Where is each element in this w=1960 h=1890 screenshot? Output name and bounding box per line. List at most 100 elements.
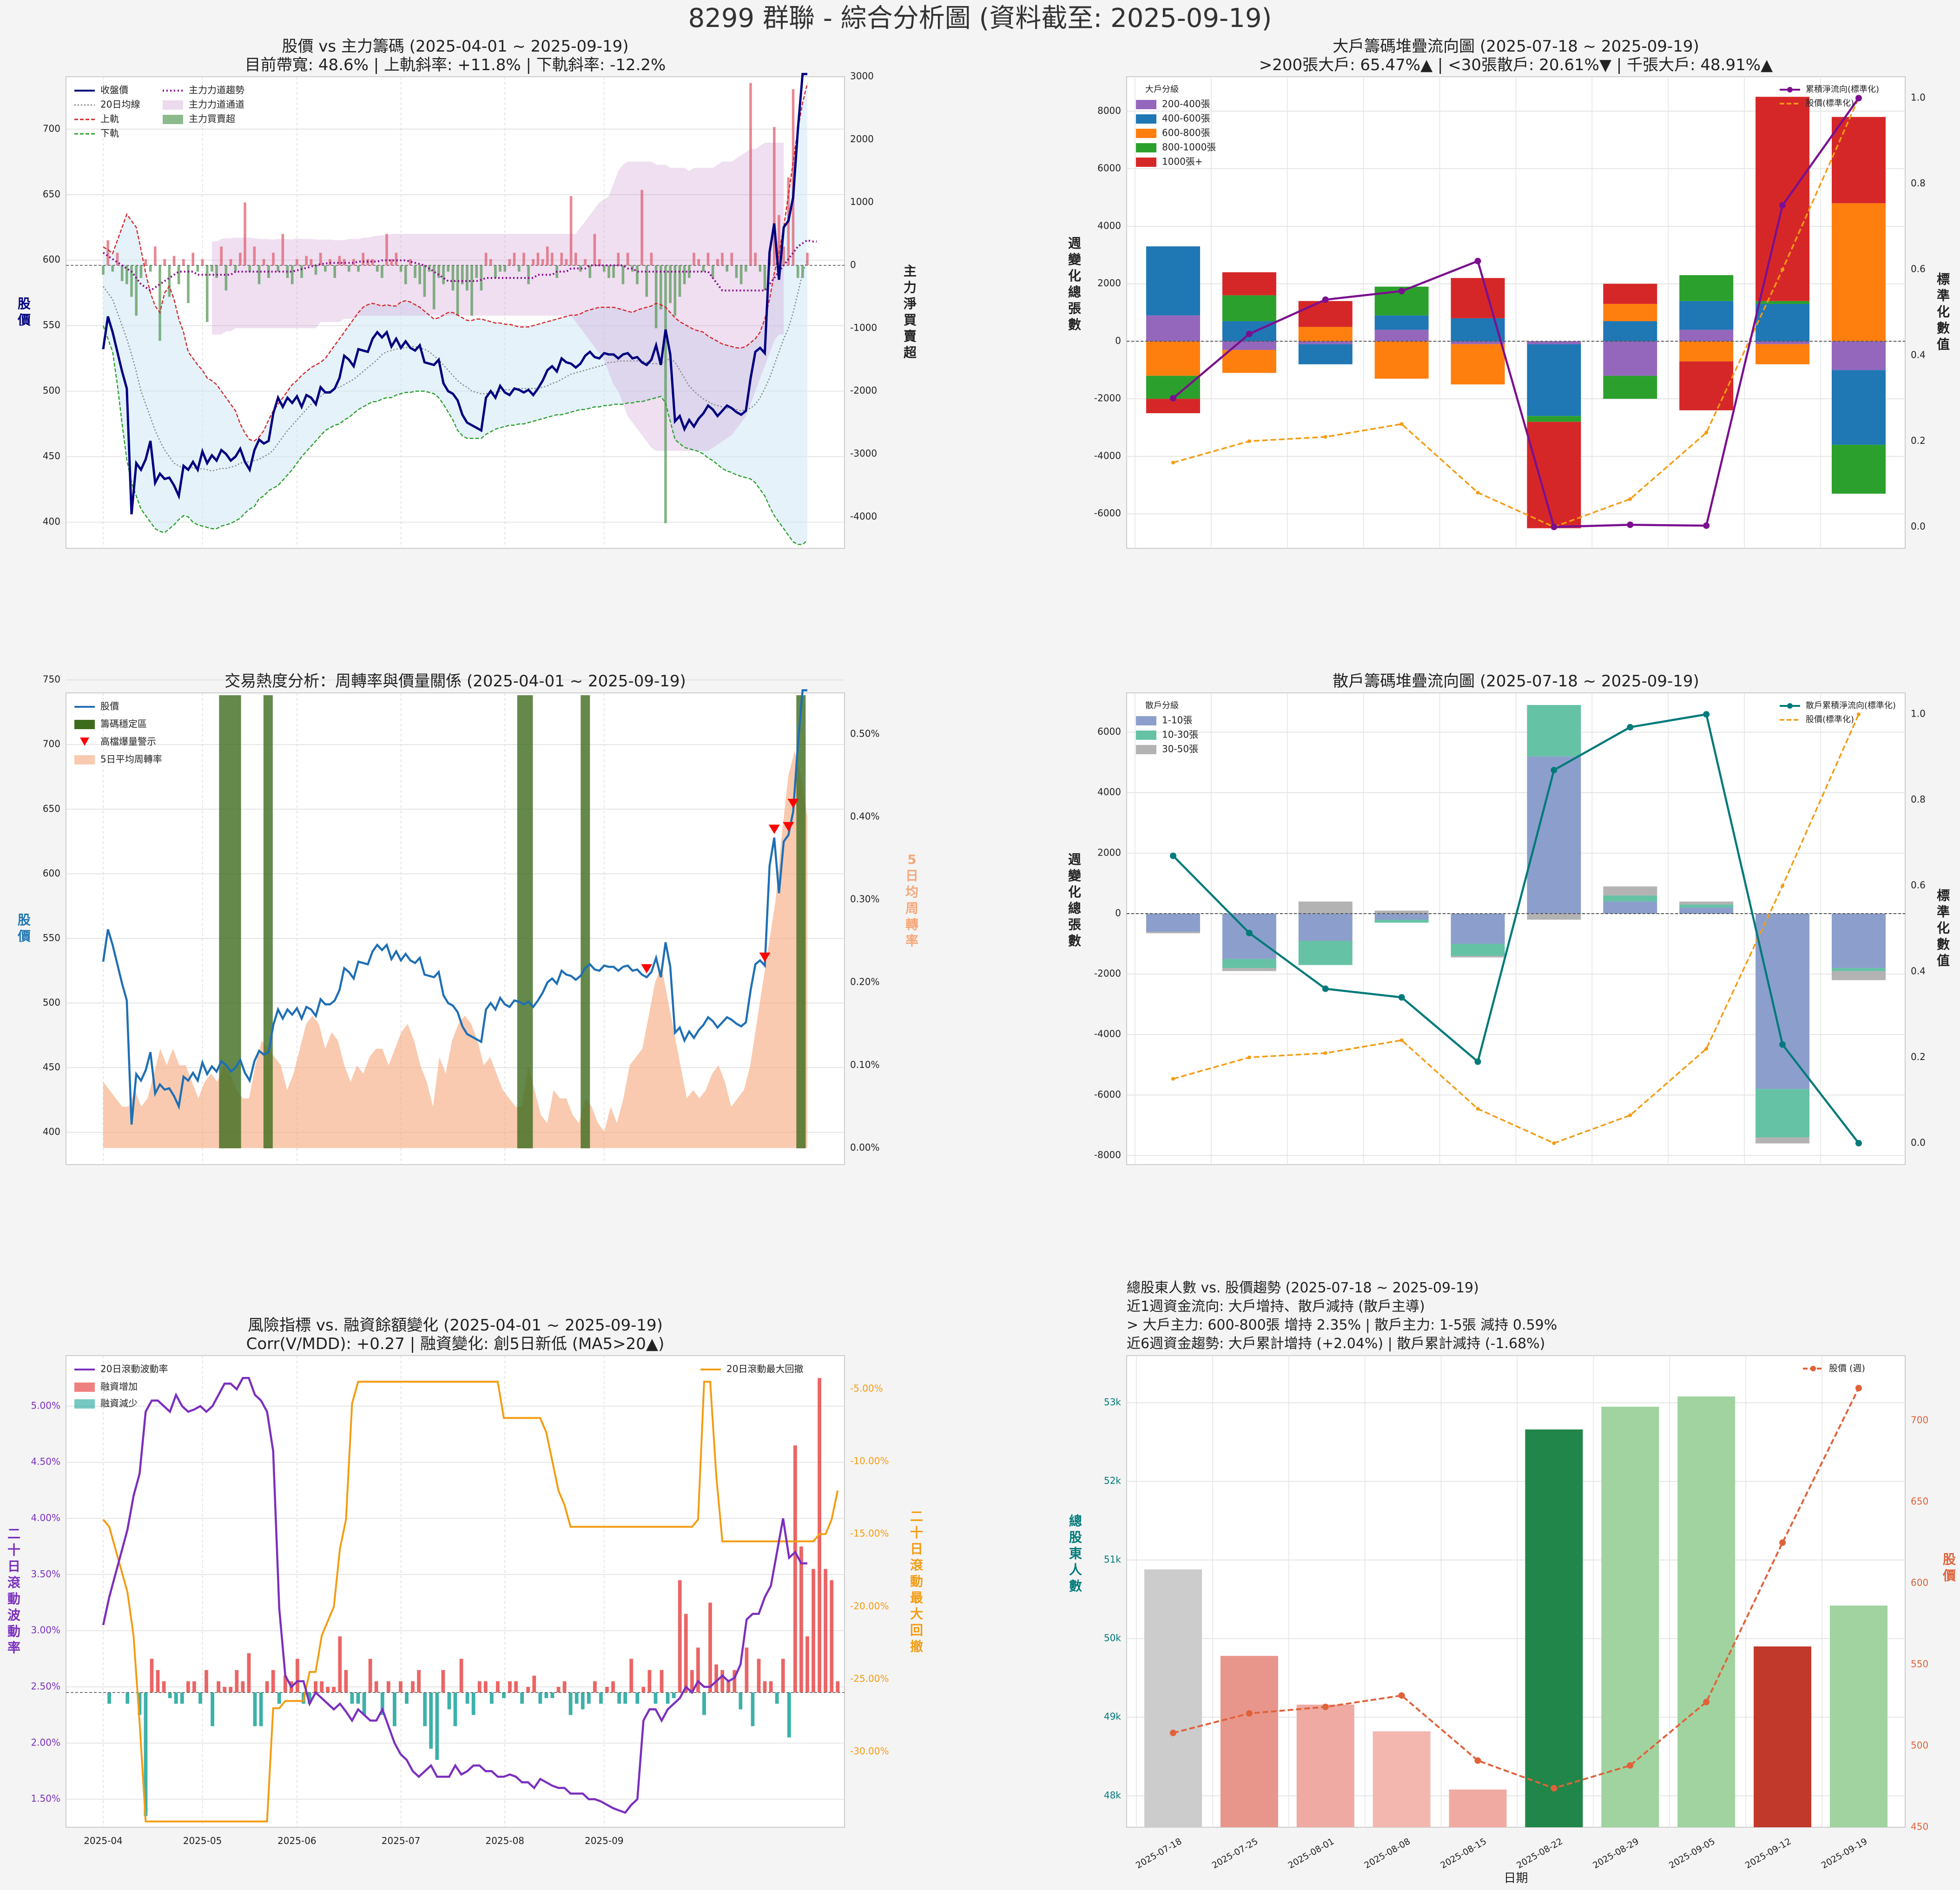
chart3-ytick-left: 600 [43,868,60,879]
chart1-net-buy-bar [763,265,766,291]
chart6-holders-bar [1220,1656,1278,1827]
chart1-net-buy-bar [773,127,776,265]
chart5-ylabel-left-char: 動 [7,1591,20,1607]
chart5-margin-bar [223,1686,227,1692]
chart2-ytick-left: -6000 [1094,507,1121,519]
chart6-holders-bar [1754,1646,1812,1827]
chart1-net-buy-bar [310,259,313,265]
chart1-net-buy-bar [569,196,573,265]
chart1-net-buy-bar [262,259,265,265]
chart5-mdd-line [102,1381,839,1823]
chart4-ylabel-right-char: 值 [1937,953,1950,968]
chart5-margin-bar [587,1692,591,1704]
chart6-ytick-right: 600 [1911,1577,1928,1588]
chart6-ytick-left: 48k [1104,1790,1121,1801]
chart3-ytick-left: 500 [43,997,60,1008]
chart5-legend-label: 融資減少 [100,1398,138,1409]
chart1-net-buy-bar [451,265,455,291]
chart2-legend-title: 大戶分級 [1145,85,1179,94]
chart3-alert-marker [783,822,794,831]
chart3-alert-marker [641,964,653,974]
chart6-ytick-left: 53k [1104,1396,1121,1408]
chart6-xtick-label: 2025-08-15 [1439,1836,1488,1870]
chart5-margin-bar [720,1670,725,1692]
chart4-legend-label: 1-10張 [1162,715,1192,726]
chart2-stack-bar [1146,246,1200,316]
chart2-ytick-right: 0.0 [1911,520,1926,532]
chart4-legend-swatch [1136,716,1156,725]
chart4-stack-bar [1527,913,1581,920]
chart5-margin-bar [739,1692,743,1710]
chart3-title-line: 交易熱度分析：周轉率與價量關係 (2025-04-01 ~ 2025-09-19… [224,672,686,691]
chart5-margin-bar [526,1686,530,1692]
chart3-turnover-area [103,751,807,1148]
chart5-margin-bar [508,1681,512,1692]
chart1-net-buy-bar [697,259,700,265]
chart2-cum-flow-point [1627,521,1634,528]
chart5-margin-bar [520,1692,524,1704]
chart2-ylabel-right-char: 標 [1937,272,1950,287]
chart3-alert-marker [787,798,799,808]
chart1-net-buy-bar [739,265,743,284]
chart2-cum-flow-point [1322,296,1329,303]
chart1-net-buy-bar [437,265,440,278]
chart6-ytick-left: 51k [1104,1554,1121,1565]
chart5-margin-bar [745,1647,749,1692]
chart1-net-buy-bar [390,259,393,265]
chart1-net-buy-bar [532,259,535,265]
chart2-legend-swatch [1136,158,1156,167]
chart1-net-buy-bar [693,252,695,265]
chart1-ytick-right: 3000 [850,71,874,82]
chart3-stable-zone [581,695,590,1148]
chart5-margin-bar [150,1659,154,1692]
chart5-margin-bar [678,1580,682,1692]
chart2-price-norm-point [1399,422,1404,426]
chart5-ylabel-right-char: 最 [910,1590,923,1606]
chart1-ytick-left: 500 [43,385,60,396]
chart6-weekly-price-point [1551,1785,1557,1791]
chart5-ylabel-left-char: 動 [7,1624,20,1639]
chart5-margin-bar [277,1692,281,1704]
chart1-net-buy-bar [607,265,610,278]
chart5-margin-bar [211,1692,214,1726]
chart1-ytick-right: 0 [850,259,856,270]
chart3-legend-label: 股價 [100,701,119,712]
chart3-ytick-right: 0.20% [850,976,880,988]
chart6-ylabel-right-char: 價 [1942,1568,1956,1583]
chart1-net-buy-bar [399,265,403,272]
chart5-ytick-left: 3.50% [31,1568,60,1580]
chart5-ytick-left: 2.50% [31,1680,60,1692]
chart1-net-buy-bar [527,265,530,284]
chart3-stable-zone [517,695,533,1148]
chart5-margin-bar [593,1681,597,1692]
chart2-cum-flow-line [1172,97,1860,528]
chart2-ytick-left: 8000 [1097,105,1121,116]
chart2-stack-bar [1527,421,1581,528]
chart1-close-price-line [102,72,807,514]
chart3-ytick-right: 0.30% [850,894,880,905]
chart2-ylabel-left-char: 週 [1068,236,1081,251]
chart2-ytick-right: 0.6 [1911,263,1926,275]
chart1-net-buy-bar [574,252,577,265]
chart1-net-buy-bar [636,265,639,284]
chart5-margin-bar [271,1670,275,1692]
chart5-margin-bar [447,1692,451,1710]
chart2-ytick-left: -4000 [1094,450,1121,461]
chart4-stack-bar [1755,1089,1810,1138]
chart5-margin-bar [666,1692,670,1704]
chart1-legend-label: 主力力道趨勢 [189,85,244,96]
chart1-net-buy-bar [588,265,592,278]
chart1-net-buy-bar [541,259,544,265]
chart1-net-buy-bar [381,265,383,278]
chart4-stack-bar [1832,913,1886,968]
chart3-alert-marker [759,952,771,962]
chart1-net-buy-bar [196,265,199,272]
chart3-legend-swatch [74,755,95,764]
chart4-ylabel-left-char: 張 [1068,917,1081,932]
chart4-legend-label: 30-50張 [1162,744,1198,755]
chart2-legend-label: 800-1000張 [1162,142,1216,153]
chart5-ytick-left: 4.50% [31,1456,60,1467]
chart4-legend-swatch [1136,731,1156,740]
